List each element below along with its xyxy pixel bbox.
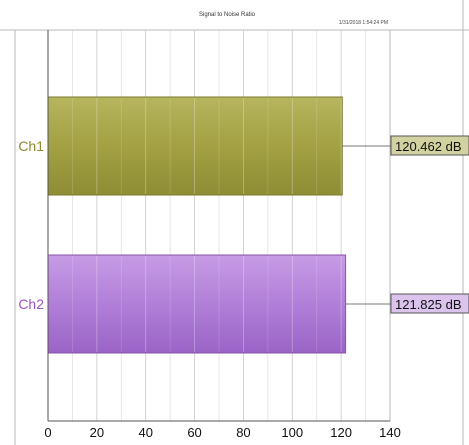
category-label-ch2: Ch2: [18, 296, 44, 312]
x-tick-label-100: 100: [281, 425, 303, 440]
x-tick-label-0: 0: [44, 425, 51, 440]
bar-layer: [47, 96, 347, 354]
value-label-box-ch1: [390, 135, 469, 156]
x-tick-label-40: 40: [138, 425, 152, 440]
chart-title: Signal to Noise Ratio: [199, 12, 256, 18]
bar-ch1: [47, 96, 343, 196]
value-label-ch2: 121.825 dB: [395, 297, 462, 312]
category-labels: Ch1 Ch2: [18, 138, 44, 312]
value-labels: 120.462 dB 121.825 dB: [342, 135, 469, 314]
x-tick-label-120: 120: [330, 425, 352, 440]
x-tick-label-20: 20: [90, 425, 104, 440]
value-label-ch1: 120.462 dB: [395, 139, 462, 154]
x-tick-label-140: 140: [379, 425, 401, 440]
x-tick-label-80: 80: [236, 425, 250, 440]
plot-area: [47, 29, 391, 422]
grid-layer: [72, 30, 366, 421]
bar-ch2: [47, 254, 347, 354]
value-label-box-ch2: [390, 293, 469, 314]
timestamp: 1/31/2018 1:54:24 PM: [339, 20, 388, 26]
x-tick-label-60: 60: [187, 425, 201, 440]
category-label-ch1: Ch1: [18, 138, 44, 154]
x-tick-labels: 0 20 40 60 80 100 120 140: [44, 425, 400, 440]
